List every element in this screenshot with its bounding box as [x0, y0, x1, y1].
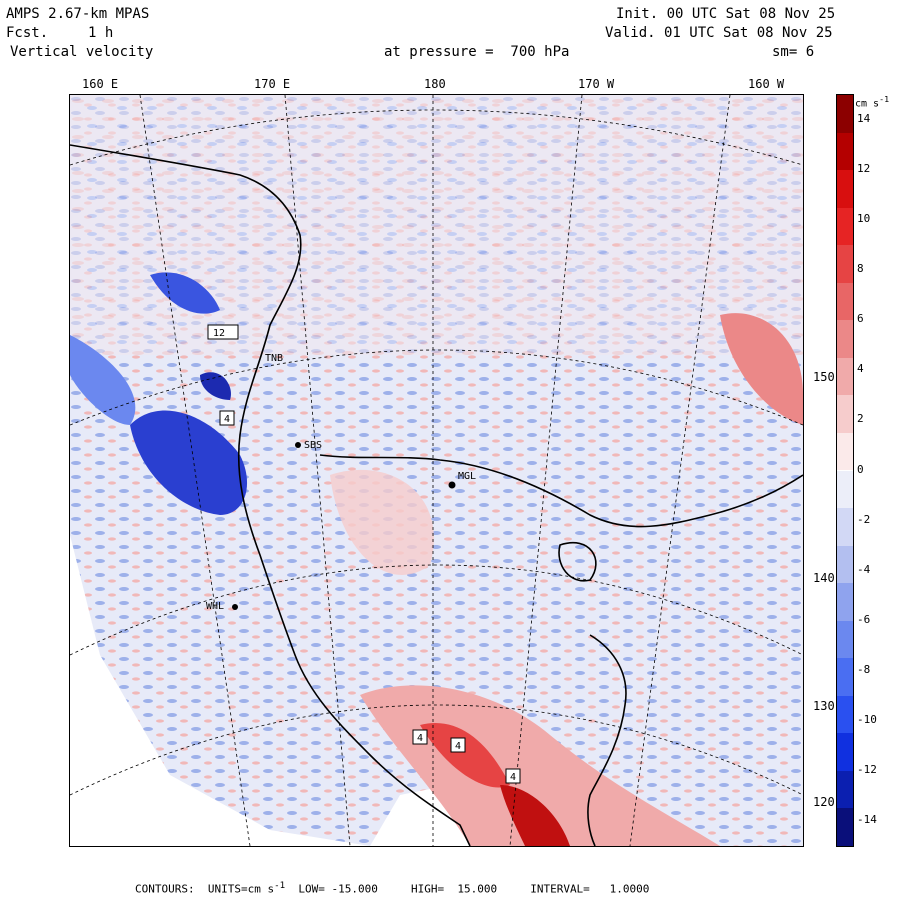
colorbar-segment	[837, 733, 853, 771]
colorbar-segment	[837, 207, 853, 246]
pink-region	[330, 469, 434, 575]
colorbar	[836, 94, 854, 847]
colorbar-label: 12	[857, 162, 871, 176]
colorbar-segment	[837, 357, 853, 396]
station-dot-mgl	[448, 481, 456, 489]
colorbar-label: 14	[857, 112, 871, 126]
colorbar-segment	[837, 95, 853, 133]
colorbar-label: -12	[857, 762, 877, 776]
model-title: AMPS 2.67-km MPAS	[6, 6, 150, 22]
no-data-area	[70, 535, 370, 846]
contour-marker-3: 4	[455, 741, 461, 752]
contour-marker-2: 4	[417, 733, 423, 744]
valid-time: Valid. 01 UTC Sat 08 Nov 25	[605, 25, 833, 41]
contour-marker-1: 12	[213, 328, 225, 339]
forecast-label: Fcst.	[6, 25, 49, 41]
station-label-mgl: MGL	[458, 471, 477, 482]
colorbar-label: 2	[857, 412, 864, 426]
colorbar-segment	[837, 470, 853, 509]
colorbar-segment	[837, 620, 853, 659]
colorbar-segment	[837, 245, 853, 283]
colorbar-segment	[837, 432, 853, 471]
lon-label-170e: 170 E	[254, 77, 291, 91]
colorbar-segment	[837, 770, 853, 809]
colorbar-label: 6	[857, 312, 864, 326]
station-dot-sbs	[295, 442, 301, 448]
colorbar-label: -6	[857, 612, 871, 626]
forecast-hour: 1 h	[88, 25, 114, 41]
pressure-level: at pressure = 700 hPa	[384, 44, 570, 60]
colorbar-segment	[837, 583, 853, 621]
colorbar-segment	[837, 658, 853, 696]
upper-field	[70, 95, 803, 355]
red-blob-right	[720, 313, 803, 425]
contour-footer: CONTOURS: UNITS=cm s-1 LOW= -15.000 HIGH…	[135, 880, 650, 896]
smoothing: sm= 6	[772, 44, 815, 60]
colorbar-label: 4	[857, 362, 864, 376]
colorbar-segment	[837, 395, 853, 433]
colorbar-label: -4	[857, 562, 871, 576]
colorbar-label: -14	[857, 812, 877, 826]
contour-marker-5: 4	[224, 414, 230, 425]
colorbar-segment	[837, 808, 853, 846]
colorbar-segment	[837, 508, 853, 546]
colorbar-segment	[837, 545, 853, 584]
colorbar-label: -10	[857, 712, 877, 726]
station-label-sbs: SBS	[304, 440, 323, 451]
map-canvas: 12 4 4 4 4	[70, 95, 803, 846]
colorbar-label: -2	[857, 512, 871, 526]
graticule	[70, 95, 803, 846]
colorbar-label: 8	[857, 262, 864, 276]
colorbar-segment	[837, 695, 853, 734]
red-core-2	[500, 785, 570, 846]
colorbar-label: 10	[857, 212, 871, 226]
colorbar-label: -8	[857, 662, 871, 676]
lon-label-170w: 170 W	[578, 77, 615, 91]
map-panel[interactable]: 12 4 4 4 4 MGL SBS TNB WHL	[69, 94, 804, 847]
colorbar-label: 0	[857, 462, 864, 476]
station-dot-whl	[232, 604, 238, 610]
colorbar-segment	[837, 282, 853, 321]
lon-label-160w: 160 W	[748, 77, 785, 91]
coastline	[70, 144, 803, 846]
station-label-whl: WHL	[206, 601, 225, 612]
red-core	[420, 723, 510, 788]
colorbar-unit: cm s-1	[855, 94, 890, 110]
init-time: Init. 00 UTC Sat 08 Nov 25	[616, 6, 836, 22]
field-name: Vertical velocity	[10, 44, 154, 60]
blue-lobe-2	[150, 272, 220, 314]
colorbar-segment	[837, 170, 853, 208]
contour-markers: 12 4 4 4 4	[207, 324, 521, 784]
lon-label-180: 180	[424, 77, 446, 91]
colorbar-segment	[837, 320, 853, 358]
blue-lobe-4	[70, 335, 136, 425]
blue-lobe-1	[130, 410, 248, 515]
station-label-tnb: TNB	[265, 353, 284, 364]
contour-marker-4: 4	[510, 772, 516, 783]
lon-label-160e: 160 E	[82, 77, 119, 91]
colorbar-segment	[837, 132, 853, 171]
